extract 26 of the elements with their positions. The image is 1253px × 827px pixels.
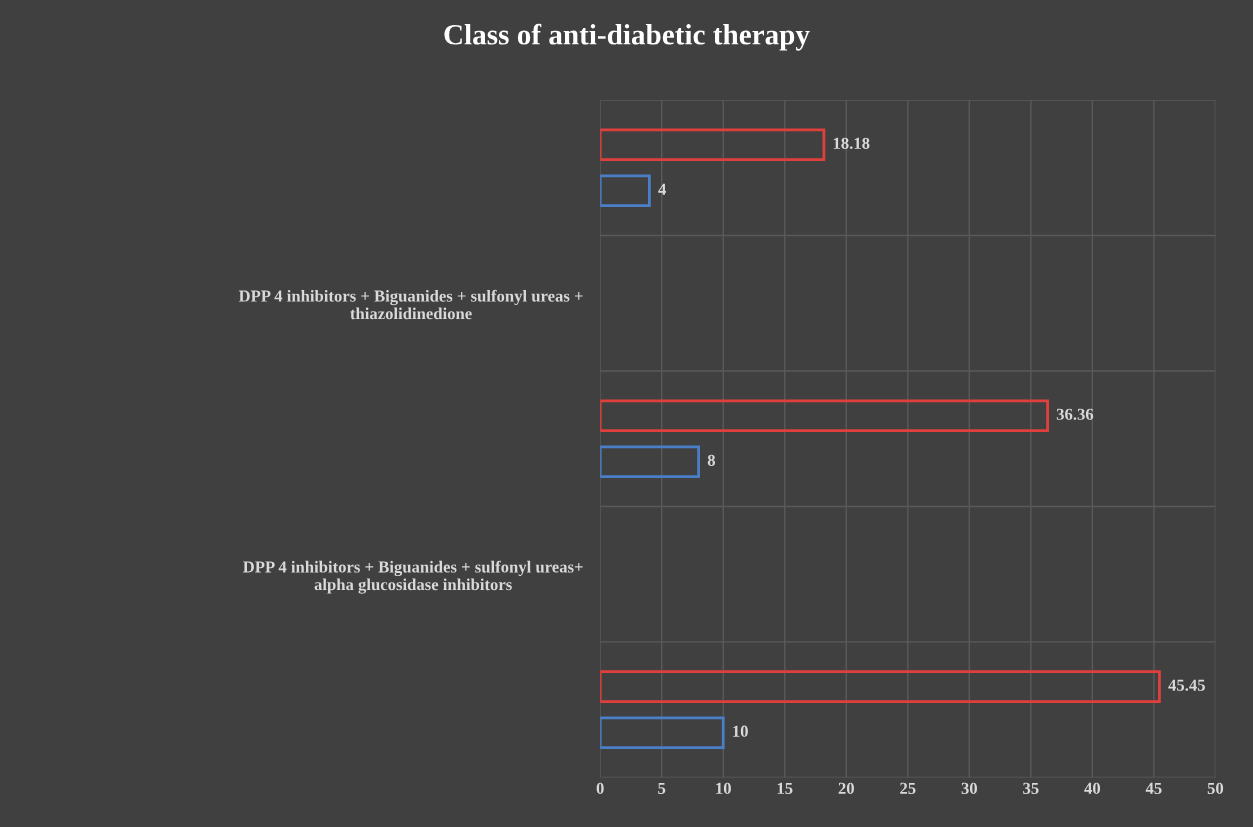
x-tick-label: 15 <box>777 782 793 794</box>
x-tick-label: 0 <box>596 782 604 794</box>
x-tick-label: 10 <box>716 782 731 794</box>
data-label: 45.45 <box>1168 679 1205 691</box>
x-tick-label: 25 <box>900 782 916 794</box>
chart-title: Class of anti-diabetic therapy <box>444 23 810 51</box>
x-tick-label: 5 <box>658 782 666 794</box>
bar <box>600 445 701 479</box>
y-tick-label: DPP 4 inhibitors + Biguanides + sulfonyl ureas+ alpha glucosidase inhibitors <box>243 560 583 594</box>
data-label: 36.36 <box>1056 408 1094 420</box>
x-tick-label: 35 <box>1023 782 1039 794</box>
bar <box>600 670 1161 703</box>
bar <box>600 128 826 162</box>
bar <box>600 399 1049 432</box>
data-label: 8 <box>707 454 716 466</box>
x-tick-label: 30 <box>961 782 978 794</box>
x-tick-label: 50 <box>1207 782 1224 794</box>
y-tick-label: DPP 4 inhibitors + Biguanides + sulfonyl ureas + thiazolidinedione <box>238 289 583 320</box>
x-tick-label: 20 <box>838 782 854 794</box>
data-label: 10 <box>733 725 748 737</box>
bar <box>600 716 725 749</box>
bar <box>600 174 651 208</box>
x-tick-label: 40 <box>1084 782 1101 794</box>
data-label: 4 <box>658 183 667 195</box>
x-tick-label: 45 <box>1145 782 1162 794</box>
data-label: 18.18 <box>833 137 870 150</box>
